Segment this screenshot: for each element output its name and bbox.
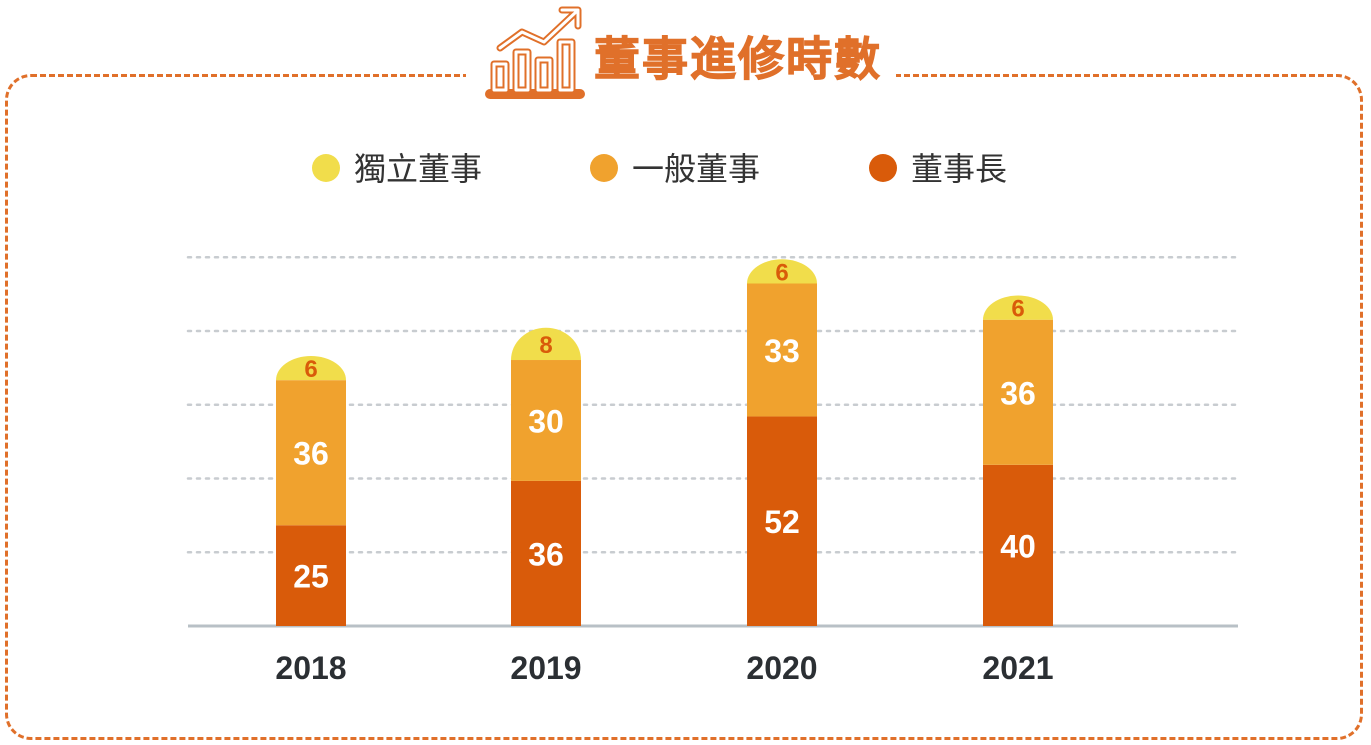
bar-segment-chairman bbox=[276, 525, 346, 626]
bar-segment-independent bbox=[276, 355, 346, 381]
legend-item: 董事長 bbox=[869, 150, 1007, 188]
legend-item: 獨立董事 bbox=[312, 150, 482, 188]
bar-segment-chairman bbox=[747, 416, 817, 626]
data-label-general: 36 bbox=[1000, 375, 1036, 411]
bar-segment-general bbox=[276, 380, 346, 526]
legend-swatch bbox=[869, 154, 897, 182]
legend-label: 董事長 bbox=[911, 150, 1007, 188]
bar-segment-chairman bbox=[983, 464, 1053, 626]
x-tick-label: 2021 bbox=[982, 650, 1053, 686]
data-label-general: 30 bbox=[528, 403, 564, 439]
legend-label: 獨立董事 bbox=[354, 150, 482, 188]
bar-segment-general bbox=[511, 360, 581, 481]
x-tick-label: 2020 bbox=[746, 650, 817, 686]
data-label-chairman: 25 bbox=[293, 559, 329, 595]
bar-segment-independent bbox=[747, 259, 817, 284]
grid-lines bbox=[186, 256, 1240, 554]
data-label-chairman: 40 bbox=[1000, 528, 1036, 564]
bar-segment-chairman bbox=[511, 480, 581, 626]
chart-title: 董事進修時數 bbox=[594, 32, 882, 87]
bar-chart-trend-icon bbox=[485, 6, 585, 99]
legend-item: 一般董事 bbox=[590, 150, 760, 188]
data-label-general: 36 bbox=[293, 436, 329, 472]
x-tick-label: 2019 bbox=[510, 650, 581, 686]
bar-stack-2018: 25 36 6 bbox=[276, 355, 346, 626]
bar-segment-general bbox=[983, 319, 1053, 465]
data-label-independent: 6 bbox=[1011, 296, 1024, 323]
bar-segment-independent bbox=[511, 327, 581, 361]
data-label-chairman: 36 bbox=[528, 536, 564, 572]
data-label-general: 33 bbox=[764, 333, 800, 369]
bar-stack-2019: 36 30 8 bbox=[511, 327, 581, 626]
x-axis-labels: 2018 2019 2020 2021 bbox=[275, 650, 1053, 686]
data-label-independent: 6 bbox=[304, 356, 317, 383]
legend-swatch bbox=[312, 154, 340, 182]
legend-swatch bbox=[590, 154, 618, 182]
legend-label: 一般董事 bbox=[632, 150, 760, 188]
bar-stack-2021: 40 36 6 bbox=[983, 295, 1053, 626]
x-tick-label: 2018 bbox=[275, 650, 346, 686]
legend: 獨立董事 一般董事 董事長 bbox=[312, 150, 1007, 188]
chart-title-banner: 董事進修時數 bbox=[466, 0, 896, 104]
bar-segment-general bbox=[747, 283, 817, 417]
bars-group: 25 36 6 36 30 8 52 33 6 40 36 6 bbox=[276, 259, 1053, 626]
data-label-chairman: 52 bbox=[764, 504, 800, 540]
bar-stack-2020: 52 33 6 bbox=[747, 259, 817, 626]
data-label-independent: 8 bbox=[539, 332, 552, 359]
data-label-independent: 6 bbox=[775, 259, 788, 286]
bar-segment-independent bbox=[983, 295, 1053, 320]
